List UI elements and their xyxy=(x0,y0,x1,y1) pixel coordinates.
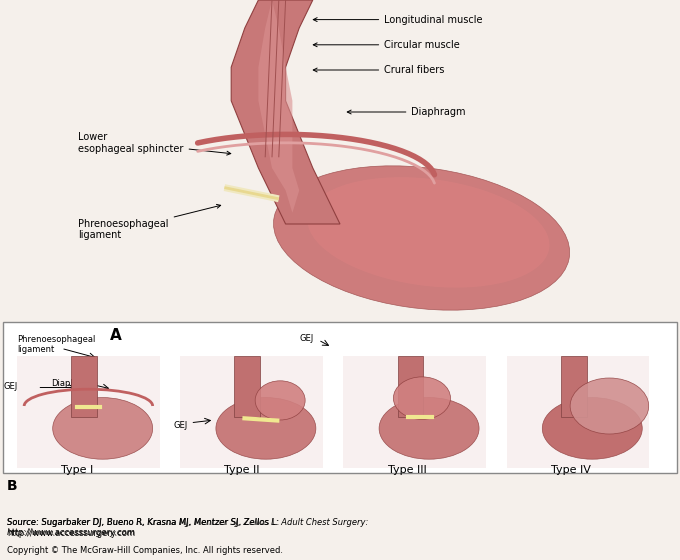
Text: http://www.accesssurgery.com: http://www.accesssurgery.com xyxy=(7,529,135,538)
FancyBboxPatch shape xyxy=(180,356,323,468)
FancyBboxPatch shape xyxy=(343,356,486,468)
Text: Diaphragm: Diaphragm xyxy=(51,379,98,388)
Ellipse shape xyxy=(379,398,479,459)
Ellipse shape xyxy=(273,166,570,310)
Ellipse shape xyxy=(216,398,316,459)
Text: Source: Sugarbaker DJ, Bueno R, Krasna MJ, Mentzer SJ, Zellos L:: Source: Sugarbaker DJ, Bueno R, Krasna M… xyxy=(7,518,282,527)
FancyBboxPatch shape xyxy=(17,356,160,468)
Ellipse shape xyxy=(307,177,549,288)
Text: B: B xyxy=(7,479,18,493)
Ellipse shape xyxy=(53,398,152,459)
FancyBboxPatch shape xyxy=(0,0,680,325)
Text: Copyright © The McGraw-Hill Companies, Inc. All rights reserved.: Copyright © The McGraw-Hill Companies, I… xyxy=(7,546,283,555)
FancyBboxPatch shape xyxy=(507,356,649,468)
FancyBboxPatch shape xyxy=(561,356,587,417)
Ellipse shape xyxy=(255,381,305,420)
Ellipse shape xyxy=(393,377,450,419)
Text: GEJ: GEJ xyxy=(173,421,188,430)
Text: A: A xyxy=(109,328,122,343)
Text: Source: Sugarbaker DJ, Bueno R, Krasna MJ, Mentzer SJ, Zellos L: Adult Chest Sur: Source: Sugarbaker DJ, Bueno R, Krasna M… xyxy=(7,518,368,538)
Ellipse shape xyxy=(570,378,649,434)
Text: Circular muscle: Circular muscle xyxy=(313,40,460,50)
Text: Type II: Type II xyxy=(224,465,260,475)
FancyBboxPatch shape xyxy=(235,356,260,417)
Text: Type III: Type III xyxy=(388,465,426,475)
Text: Type IV: Type IV xyxy=(551,465,591,475)
Text: Diaphragm: Diaphragm xyxy=(347,107,466,117)
FancyBboxPatch shape xyxy=(71,356,97,417)
Text: Crural fibers: Crural fibers xyxy=(313,65,445,75)
Text: Lower
esophageal sphincter: Lower esophageal sphincter xyxy=(78,132,231,155)
Text: Phrenoesophageal
ligament: Phrenoesophageal ligament xyxy=(78,204,220,240)
Text: GEJ: GEJ xyxy=(3,382,18,391)
Polygon shape xyxy=(258,0,299,213)
Text: Type I: Type I xyxy=(61,465,93,475)
Text: Longitudinal muscle: Longitudinal muscle xyxy=(313,15,483,25)
Text: Phrenoesophageal
ligament: Phrenoesophageal ligament xyxy=(17,335,95,354)
Polygon shape xyxy=(231,0,340,224)
FancyBboxPatch shape xyxy=(3,322,677,473)
Ellipse shape xyxy=(542,398,642,459)
FancyBboxPatch shape xyxy=(398,356,424,417)
Text: GEJ: GEJ xyxy=(299,334,313,343)
